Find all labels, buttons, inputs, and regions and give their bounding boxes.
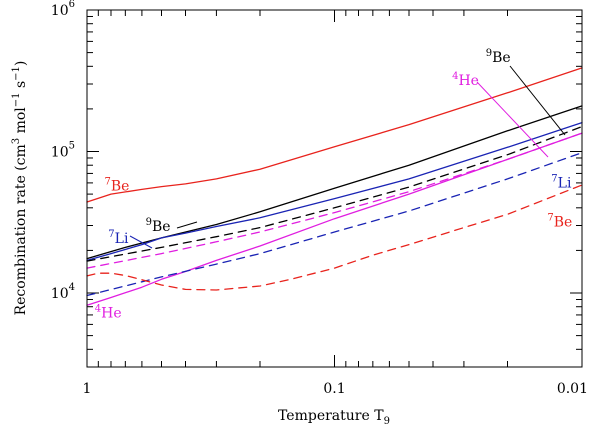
y-tick-label-exponent: 6 — [69, 0, 75, 10]
y-axis-title: Recombination rate (cm3 mol−1 s−1) — [11, 61, 29, 316]
curve-label-element: Be — [492, 50, 511, 66]
curves-layer — [86, 67, 583, 306]
y-tick-label: 105 — [51, 141, 75, 161]
series-line-6 — [86, 132, 583, 269]
curve-label-4: 4He — [95, 304, 122, 322]
y-tick-label-base: 10 — [51, 3, 69, 19]
x-axis-title: Temperature T9 — [278, 408, 390, 427]
curve-label-element: Li — [115, 231, 129, 247]
curve-label-6: 4He — [452, 71, 479, 89]
curve-label-element: Li — [558, 176, 572, 192]
x-tick-label: 1 — [83, 381, 92, 397]
series-line-2 — [86, 105, 583, 260]
curve-label-isotope: 7 — [551, 174, 557, 185]
curve-label-isotope: 4 — [452, 71, 458, 82]
series-line-8 — [86, 184, 583, 291]
curve-label-5: 9Be — [486, 48, 511, 66]
y-tick-label: 106 — [51, 0, 75, 19]
y-tick-label-base: 10 — [51, 145, 69, 161]
plot-frame — [86, 9, 583, 368]
y-tick-label: 104 — [51, 282, 75, 302]
curve-label-element: He — [101, 306, 122, 322]
curve-label-isotope: 7 — [105, 177, 111, 188]
leader-line-9be-right — [509, 65, 566, 136]
series-line-1 — [86, 67, 583, 203]
curve-label-isotope: 4 — [95, 304, 101, 315]
y-tick-label-exponent: 4 — [69, 282, 75, 293]
curve-label-isotope: 7 — [108, 229, 114, 240]
curve-label-isotope: 7 — [547, 213, 553, 224]
curve-label-1: 7Be — [105, 177, 130, 195]
curve-label-element: Be — [554, 215, 573, 231]
curve-label-element: Be — [152, 219, 171, 235]
curve-label-element: He — [458, 73, 479, 89]
curve-label-7: 7Li — [551, 174, 572, 192]
curve-label-2: 9Be — [146, 217, 171, 235]
y-tick-label-base: 10 — [51, 286, 69, 302]
leader-line-7li-left — [129, 235, 153, 249]
y-tick-label-exponent: 5 — [69, 141, 75, 152]
curve-label-isotope: 9 — [146, 217, 152, 228]
curve-label-8: 7Be — [547, 213, 572, 231]
curve-label-3: 7Li — [108, 229, 129, 247]
x-axis-title-subscript: 9 — [384, 416, 390, 427]
leader-line-9be-left — [176, 221, 198, 229]
series-line-5 — [86, 125, 583, 262]
x-tick-label: 0.1 — [323, 381, 345, 397]
x-tick-labels: 1 0.1 0.01 — [83, 381, 588, 397]
curve-label-element: Be — [111, 179, 130, 195]
series-line-3 — [86, 121, 583, 262]
leader-lines — [129, 65, 566, 249]
series-line-7 — [86, 152, 583, 297]
leader-line-4he-right — [476, 81, 549, 158]
x-tick-label: 0.01 — [557, 381, 588, 397]
curve-label-isotope: 9 — [486, 48, 492, 59]
series-line-4 — [86, 132, 583, 306]
